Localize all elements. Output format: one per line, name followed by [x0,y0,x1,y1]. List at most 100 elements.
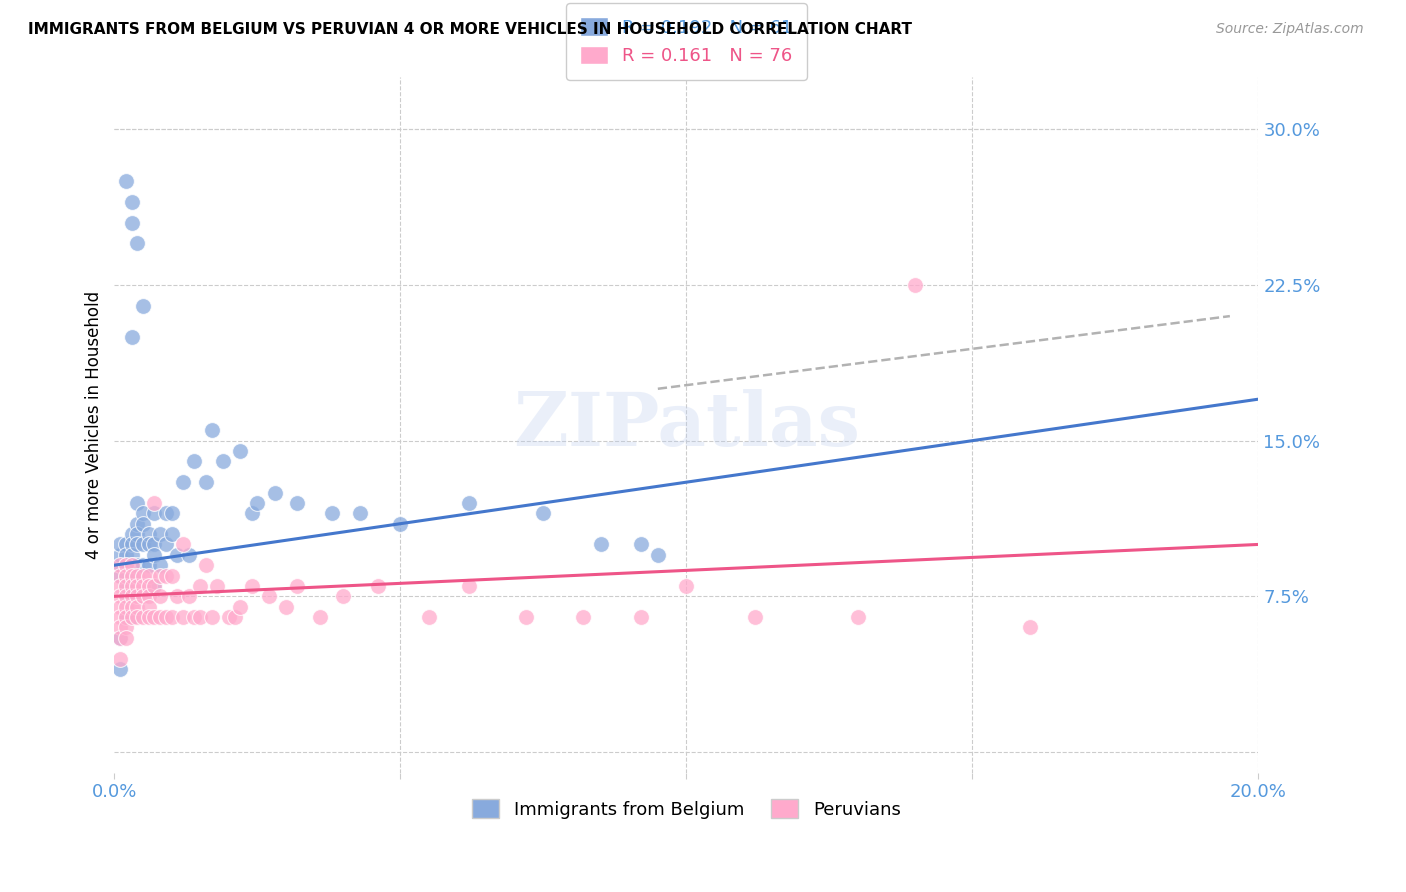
Point [172,610,194,624]
Y-axis label: 4 or more Vehicles in Household: 4 or more Vehicles in Household [86,291,103,559]
Point [108,558,131,573]
Point [257,590,280,604]
Point [115,558,138,573]
Point [224,610,246,624]
Point [115,599,138,614]
Point [121,548,143,562]
Point [143,610,166,624]
Point [115,610,138,624]
Point [194,558,217,573]
Point [115,590,138,604]
Point [515,610,537,624]
Point [108,558,131,573]
Point [108,579,131,593]
Point [132,579,155,593]
Point [155,537,177,551]
Point [121,527,143,541]
Point [138,527,160,541]
Point [121,610,143,624]
Point [115,590,138,604]
Point [132,299,155,313]
Point [846,610,869,624]
Point [138,537,160,551]
Point [458,496,481,510]
Point [309,610,332,624]
Point [121,568,143,582]
Point [744,610,766,624]
Point [177,590,200,604]
Point [160,610,183,624]
Point [121,579,143,593]
Point [188,579,211,593]
Point [108,631,131,645]
Point [121,568,143,582]
Point [132,537,155,551]
Text: Source: ZipAtlas.com: Source: ZipAtlas.com [1216,22,1364,37]
Point [201,423,224,437]
Legend: Immigrants from Belgium, Peruvians: Immigrants from Belgium, Peruvians [458,785,915,833]
Point [108,651,131,665]
Point [132,558,155,573]
Point [212,454,235,468]
Point [177,548,200,562]
Point [115,610,138,624]
Point [132,506,155,520]
Point [188,610,211,624]
Point [143,579,166,593]
Point [138,579,160,593]
Point [149,610,172,624]
Point [160,527,183,541]
Point [115,174,138,188]
Point [1018,620,1040,634]
Point [121,610,143,624]
Point [127,558,149,573]
Point [121,599,143,614]
Text: ZIPatlas: ZIPatlas [513,389,860,461]
Point [418,610,440,624]
Point [108,610,131,624]
Point [143,506,166,520]
Point [127,579,149,593]
Point [166,590,188,604]
Point [115,631,138,645]
Point [172,475,194,490]
Point [108,590,131,604]
Point [143,548,166,562]
Point [332,590,354,604]
Point [349,506,371,520]
Point [149,590,172,604]
Point [630,537,652,551]
Point [127,599,149,614]
Point [229,599,252,614]
Point [155,610,177,624]
Point [115,548,138,562]
Point [143,579,166,593]
Point [127,537,149,551]
Point [160,568,183,582]
Point [121,194,143,209]
Point [287,579,309,593]
Point [138,568,160,582]
Point [572,610,595,624]
Point [127,496,149,510]
Point [172,537,194,551]
Point [108,537,131,551]
Point [108,568,131,582]
Point [138,590,160,604]
Point [127,516,149,531]
Point [533,506,555,520]
Point [458,579,481,593]
Point [108,620,131,634]
Point [149,558,172,573]
Point [132,516,155,531]
Point [138,610,160,624]
Point [630,610,652,624]
Point [155,506,177,520]
Point [115,579,138,593]
Point [149,527,172,541]
Point [904,277,927,292]
Point [115,568,138,582]
Point [115,558,138,573]
Point [183,610,205,624]
Point [246,496,269,510]
